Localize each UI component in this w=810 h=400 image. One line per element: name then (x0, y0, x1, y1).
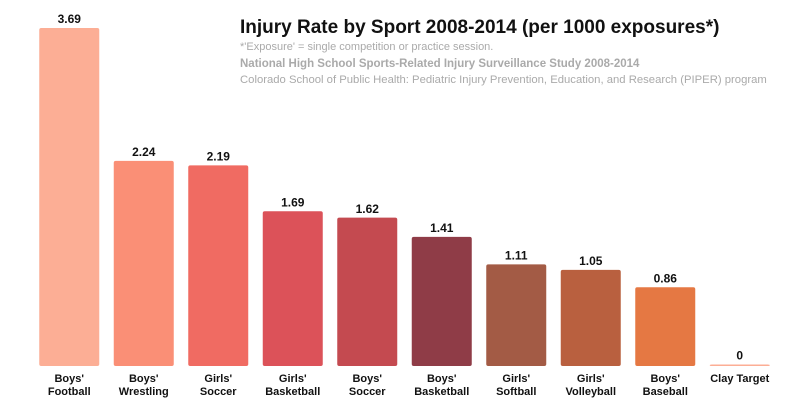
value-label: 1.62 (356, 202, 380, 216)
x-tick-label: Boys' (427, 373, 457, 385)
x-tick-label: Girls' (502, 373, 530, 385)
bar (39, 28, 100, 366)
x-tick-label: Boys' (54, 373, 84, 385)
x-tick-label: Soccer (200, 386, 237, 398)
bar (337, 217, 398, 366)
x-tick-label: Boys' (352, 373, 382, 385)
bar (113, 160, 174, 366)
bar (635, 287, 696, 366)
chart-title: Injury Rate by Sport 2008-2014 (per 1000… (240, 17, 719, 38)
value-label: 0 (736, 349, 743, 363)
bar (560, 269, 621, 366)
value-label: 2.24 (132, 145, 156, 159)
bar (709, 364, 770, 366)
bar (188, 165, 249, 366)
value-label: 2.19 (207, 150, 231, 164)
value-label: 0.86 (654, 271, 678, 285)
x-tick-label: Boys' (650, 373, 680, 385)
x-tick-label: Softball (496, 386, 536, 398)
x-tick-label: Baseball (643, 386, 688, 398)
x-tick-label: Boys' (129, 373, 159, 385)
note: National High School Sports-Related Inju… (240, 58, 640, 70)
note: Colorado School of Public Health: Pediat… (240, 74, 767, 86)
note: *'Exposure' = single competition or prac… (240, 41, 493, 53)
value-label: 3.69 (58, 12, 82, 26)
x-tick-label: Football (48, 386, 91, 398)
value-label: 1.69 (281, 195, 305, 209)
x-tick-label: Clay Target (710, 373, 769, 385)
bar (262, 211, 323, 366)
value-label: 1.11 (505, 248, 528, 262)
bar (411, 236, 472, 366)
x-tick-label: Girls' (204, 373, 232, 385)
x-tick-label: Soccer (349, 386, 386, 398)
x-tick-label: Girls' (279, 373, 307, 385)
x-tick-label: Wrestling (119, 386, 169, 398)
x-tick-label: Basketball (414, 386, 469, 398)
value-label: 1.41 (430, 221, 454, 235)
value-label: 1.05 (579, 254, 603, 268)
bar (486, 264, 547, 366)
x-tick-label: Volleyball (565, 386, 616, 398)
x-tick-label: Girls' (577, 373, 605, 385)
x-tick-label: Basketball (265, 386, 320, 398)
